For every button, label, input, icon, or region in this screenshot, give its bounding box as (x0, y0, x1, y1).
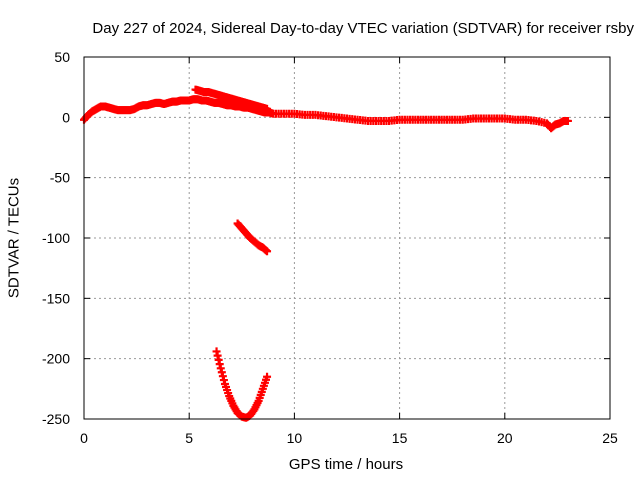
x-tick-label: 25 (602, 430, 618, 446)
data-point-marker (263, 247, 272, 256)
x-tick-label: 15 (392, 430, 408, 446)
data-points (80, 85, 572, 422)
y-tick-label: -250 (42, 411, 70, 427)
y-tick-label: -150 (42, 290, 70, 306)
y-tick-label: 50 (54, 49, 70, 65)
data-point-marker (563, 116, 572, 125)
y-tick-label: -200 (42, 351, 70, 367)
data-series (233, 219, 272, 256)
y-tick-label: -50 (50, 170, 70, 186)
axis-ticks: 0 5 10 15 20 25 50 0 -50 -100 -150 -200 -250 (42, 49, 618, 446)
x-tick-label: 20 (497, 430, 513, 446)
grid-lines (84, 57, 610, 419)
x-tick-label: 5 (185, 430, 193, 446)
data-series (191, 85, 272, 113)
x-tick-label: 10 (287, 430, 303, 446)
data-series (80, 95, 572, 133)
y-tick-label: -100 (42, 230, 70, 246)
data-point-marker (263, 104, 272, 113)
x-tick-label: 0 (80, 430, 88, 446)
chart-title: Day 227 of 2024, Sidereal Day-to-day VTE… (92, 20, 634, 37)
data-point-marker (263, 372, 272, 381)
x-axis-label: GPS time / hours (288, 456, 404, 473)
data-series (212, 347, 272, 422)
y-tick-label: 0 (62, 109, 70, 125)
plot-frame (83, 56, 611, 420)
